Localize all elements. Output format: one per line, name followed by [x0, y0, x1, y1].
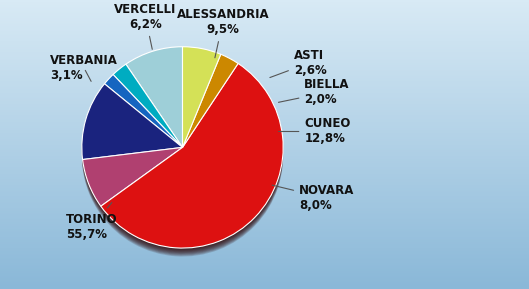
Wedge shape — [113, 64, 183, 147]
Wedge shape — [126, 49, 183, 149]
Wedge shape — [82, 84, 183, 160]
Wedge shape — [183, 48, 221, 148]
Wedge shape — [83, 151, 183, 210]
Wedge shape — [183, 49, 221, 150]
Wedge shape — [105, 76, 183, 149]
Wedge shape — [105, 78, 183, 151]
Wedge shape — [83, 152, 183, 210]
Wedge shape — [105, 81, 183, 154]
Text: CUNEO
12,8%: CUNEO 12,8% — [279, 118, 351, 145]
Wedge shape — [126, 55, 183, 156]
Wedge shape — [105, 83, 183, 156]
Wedge shape — [113, 66, 183, 149]
Wedge shape — [113, 69, 183, 153]
Wedge shape — [183, 53, 221, 153]
Wedge shape — [183, 57, 238, 150]
Wedge shape — [183, 58, 238, 152]
Wedge shape — [183, 62, 238, 155]
Wedge shape — [82, 88, 183, 164]
Wedge shape — [126, 50, 183, 151]
Wedge shape — [83, 156, 183, 215]
Wedge shape — [126, 47, 183, 147]
Wedge shape — [82, 86, 183, 161]
Wedge shape — [183, 54, 221, 155]
Wedge shape — [183, 61, 238, 154]
Wedge shape — [82, 90, 183, 166]
Wedge shape — [183, 59, 238, 153]
Wedge shape — [113, 72, 183, 155]
Wedge shape — [83, 149, 183, 208]
Wedge shape — [183, 60, 238, 153]
Wedge shape — [183, 50, 221, 151]
Wedge shape — [105, 80, 183, 153]
Wedge shape — [113, 65, 183, 148]
Wedge shape — [101, 67, 283, 251]
Wedge shape — [183, 53, 221, 154]
Wedge shape — [83, 147, 183, 206]
Wedge shape — [126, 51, 183, 152]
Text: BIELLA
2,0%: BIELLA 2,0% — [278, 78, 350, 106]
Wedge shape — [183, 47, 221, 147]
Wedge shape — [101, 64, 283, 248]
Wedge shape — [101, 72, 283, 257]
Wedge shape — [83, 148, 183, 207]
Text: VERBANIA
3,1%: VERBANIA 3,1% — [50, 54, 118, 82]
Wedge shape — [183, 54, 238, 147]
Wedge shape — [183, 58, 238, 151]
Wedge shape — [183, 52, 221, 153]
Text: TORINO
55,7%: TORINO 55,7% — [66, 203, 117, 241]
Wedge shape — [126, 53, 183, 154]
Wedge shape — [113, 73, 183, 156]
Wedge shape — [82, 90, 183, 166]
Wedge shape — [113, 71, 183, 154]
Wedge shape — [82, 89, 183, 165]
Wedge shape — [82, 85, 183, 160]
Wedge shape — [83, 155, 183, 214]
Wedge shape — [105, 79, 183, 153]
Wedge shape — [113, 67, 183, 150]
Wedge shape — [101, 71, 283, 256]
Wedge shape — [101, 69, 283, 254]
Wedge shape — [101, 68, 283, 253]
Wedge shape — [83, 154, 183, 213]
Wedge shape — [126, 49, 183, 150]
Wedge shape — [82, 91, 183, 167]
Wedge shape — [101, 65, 283, 250]
Wedge shape — [183, 55, 221, 156]
Wedge shape — [126, 52, 183, 153]
Wedge shape — [101, 70, 283, 255]
Text: ALESSANDRIA
9,5%: ALESSANDRIA 9,5% — [177, 8, 269, 58]
Wedge shape — [113, 68, 183, 152]
Wedge shape — [183, 49, 221, 149]
Wedge shape — [183, 56, 238, 149]
Wedge shape — [83, 153, 183, 211]
Wedge shape — [105, 77, 183, 150]
Wedge shape — [113, 70, 183, 153]
Wedge shape — [183, 51, 221, 152]
Wedge shape — [83, 153, 183, 212]
Text: VERCELLI
6,2%: VERCELLI 6,2% — [114, 3, 177, 49]
Wedge shape — [101, 64, 283, 249]
Text: ASTI
2,6%: ASTI 2,6% — [270, 49, 326, 77]
Wedge shape — [183, 55, 238, 148]
Wedge shape — [101, 68, 283, 252]
Wedge shape — [82, 92, 183, 168]
Wedge shape — [105, 75, 183, 147]
Wedge shape — [113, 68, 183, 151]
Wedge shape — [183, 63, 238, 156]
Wedge shape — [126, 54, 183, 155]
Wedge shape — [82, 87, 183, 163]
Text: NOVARA
8,0%: NOVARA 8,0% — [272, 184, 354, 212]
Wedge shape — [126, 48, 183, 148]
Wedge shape — [105, 82, 183, 155]
Wedge shape — [83, 150, 183, 209]
Wedge shape — [126, 53, 183, 153]
Wedge shape — [101, 66, 283, 251]
Wedge shape — [105, 79, 183, 152]
Wedge shape — [82, 86, 183, 162]
Wedge shape — [105, 75, 183, 148]
